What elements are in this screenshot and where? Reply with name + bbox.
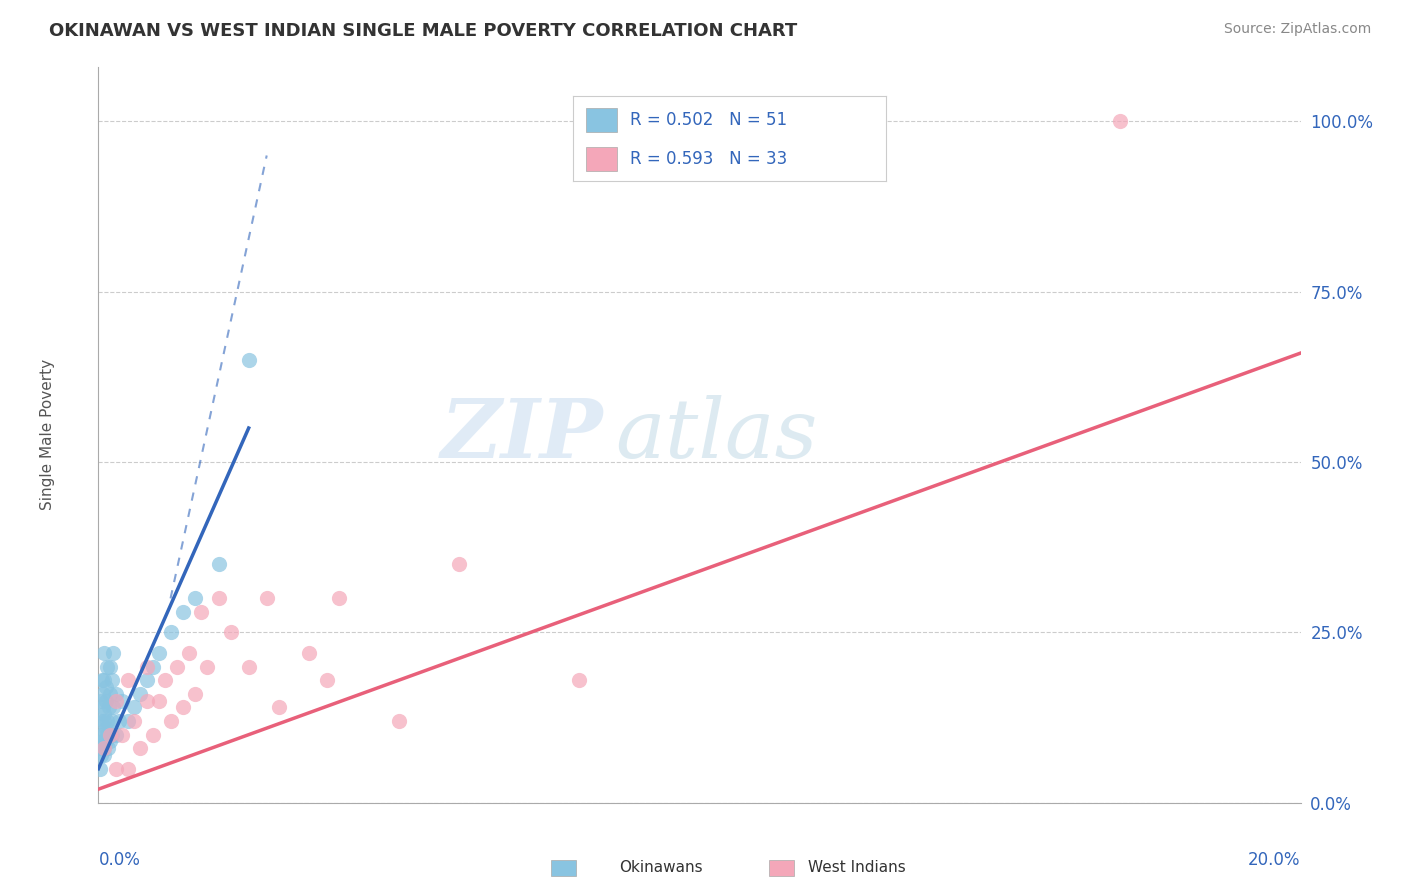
Point: [93, 714, 115, 728]
Point: [91, 700, 114, 714]
Point: [183, 687, 205, 701]
Text: 0.0%: 0.0%: [98, 851, 141, 869]
Text: Source: ZipAtlas.com: Source: ZipAtlas.com: [1223, 22, 1371, 37]
Text: atlas: atlas: [616, 395, 818, 475]
Point: [117, 762, 139, 776]
Point: [100, 659, 122, 673]
Point: [91, 728, 114, 742]
Text: Okinawans: Okinawans: [619, 860, 702, 874]
Point: [100, 734, 122, 748]
Point: [97, 700, 120, 714]
Point: [256, 591, 278, 606]
Point: [89, 741, 111, 756]
Point: [148, 693, 170, 707]
Point: [159, 625, 181, 640]
Point: [166, 659, 188, 673]
Point: [90, 748, 112, 763]
Point: [177, 646, 200, 660]
Point: [98, 687, 121, 701]
Point: [117, 673, 139, 688]
Bar: [586, 147, 617, 170]
Point: [94, 693, 117, 707]
Point: [93, 646, 115, 660]
Point: [90, 714, 112, 728]
Point: [141, 659, 163, 673]
Point: [219, 625, 242, 640]
Point: [208, 591, 231, 606]
Point: [96, 721, 118, 735]
Point: [124, 714, 146, 728]
Point: [298, 646, 321, 660]
Point: [105, 728, 128, 742]
Point: [129, 687, 152, 701]
Point: [91, 687, 114, 701]
Point: [90, 728, 112, 742]
Point: [183, 591, 205, 606]
Point: [100, 673, 122, 688]
Point: [101, 700, 124, 714]
Point: [91, 734, 114, 748]
Point: [135, 659, 157, 673]
Point: [1109, 114, 1132, 128]
Point: [93, 741, 115, 756]
Point: [159, 714, 181, 728]
Point: [568, 673, 591, 688]
Point: [190, 605, 212, 619]
Point: [111, 693, 134, 707]
Point: [195, 659, 218, 673]
Point: [94, 734, 117, 748]
Point: [135, 673, 157, 688]
Point: [124, 700, 146, 714]
Point: [90, 693, 112, 707]
Point: [105, 693, 128, 707]
Point: [208, 558, 231, 572]
Point: [100, 714, 122, 728]
Point: [238, 352, 260, 367]
Text: R = 0.502   N = 51: R = 0.502 N = 51: [630, 111, 786, 129]
Point: [238, 659, 260, 673]
Point: [89, 762, 111, 776]
Point: [96, 728, 118, 742]
Point: [172, 605, 194, 619]
Point: [93, 673, 115, 688]
Text: Single Male Poverty: Single Male Poverty: [41, 359, 55, 510]
Point: [153, 673, 176, 688]
Point: [105, 762, 128, 776]
Point: [141, 728, 163, 742]
Point: [388, 714, 411, 728]
Point: [315, 673, 337, 688]
Point: [91, 673, 114, 688]
Text: R = 0.593   N = 33: R = 0.593 N = 33: [630, 150, 787, 168]
Point: [328, 591, 350, 606]
Point: [103, 646, 125, 660]
Point: [108, 714, 131, 728]
Bar: [586, 108, 617, 132]
Point: [97, 741, 120, 756]
Point: [96, 659, 118, 673]
Point: [129, 741, 152, 756]
Point: [135, 693, 157, 707]
Point: [91, 741, 114, 756]
Point: [117, 714, 139, 728]
Point: [148, 646, 170, 660]
Point: [93, 707, 115, 722]
Text: ZIP: ZIP: [440, 395, 603, 475]
Point: [100, 728, 122, 742]
Point: [96, 680, 118, 694]
Point: [172, 700, 194, 714]
Point: [267, 700, 290, 714]
Point: [93, 741, 115, 756]
Text: 20.0%: 20.0%: [1249, 851, 1301, 869]
Point: [93, 748, 115, 763]
Point: [96, 714, 118, 728]
Point: [98, 728, 121, 742]
Point: [101, 728, 124, 742]
Point: [111, 728, 134, 742]
Text: OKINAWAN VS WEST INDIAN SINGLE MALE POVERTY CORRELATION CHART: OKINAWAN VS WEST INDIAN SINGLE MALE POVE…: [49, 22, 797, 40]
Point: [447, 558, 470, 572]
Point: [105, 687, 128, 701]
Text: West Indians: West Indians: [808, 860, 907, 874]
